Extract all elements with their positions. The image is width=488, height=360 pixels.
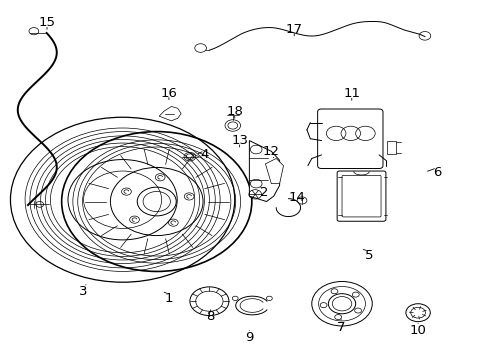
Text: 17: 17 <box>285 23 302 36</box>
Text: 2: 2 <box>259 186 268 199</box>
Text: 6: 6 <box>432 166 440 179</box>
Text: 4: 4 <box>200 148 208 161</box>
Text: 12: 12 <box>262 145 279 158</box>
Text: 18: 18 <box>226 105 243 118</box>
Text: 7: 7 <box>336 320 345 333</box>
Text: 3: 3 <box>79 285 88 298</box>
Text: 15: 15 <box>39 17 56 30</box>
Text: 1: 1 <box>164 292 173 305</box>
FancyBboxPatch shape <box>317 109 382 168</box>
Text: 13: 13 <box>231 134 247 147</box>
FancyBboxPatch shape <box>341 175 380 217</box>
Text: 14: 14 <box>288 191 305 204</box>
Text: 8: 8 <box>206 310 214 323</box>
FancyBboxPatch shape <box>336 171 385 221</box>
FancyBboxPatch shape <box>386 141 395 154</box>
Text: 16: 16 <box>160 87 177 100</box>
Text: 10: 10 <box>409 324 426 337</box>
Text: 11: 11 <box>343 87 360 100</box>
Polygon shape <box>159 107 181 121</box>
Polygon shape <box>265 158 283 184</box>
Text: 9: 9 <box>244 331 253 344</box>
Text: 5: 5 <box>364 249 372 262</box>
Polygon shape <box>249 140 279 202</box>
